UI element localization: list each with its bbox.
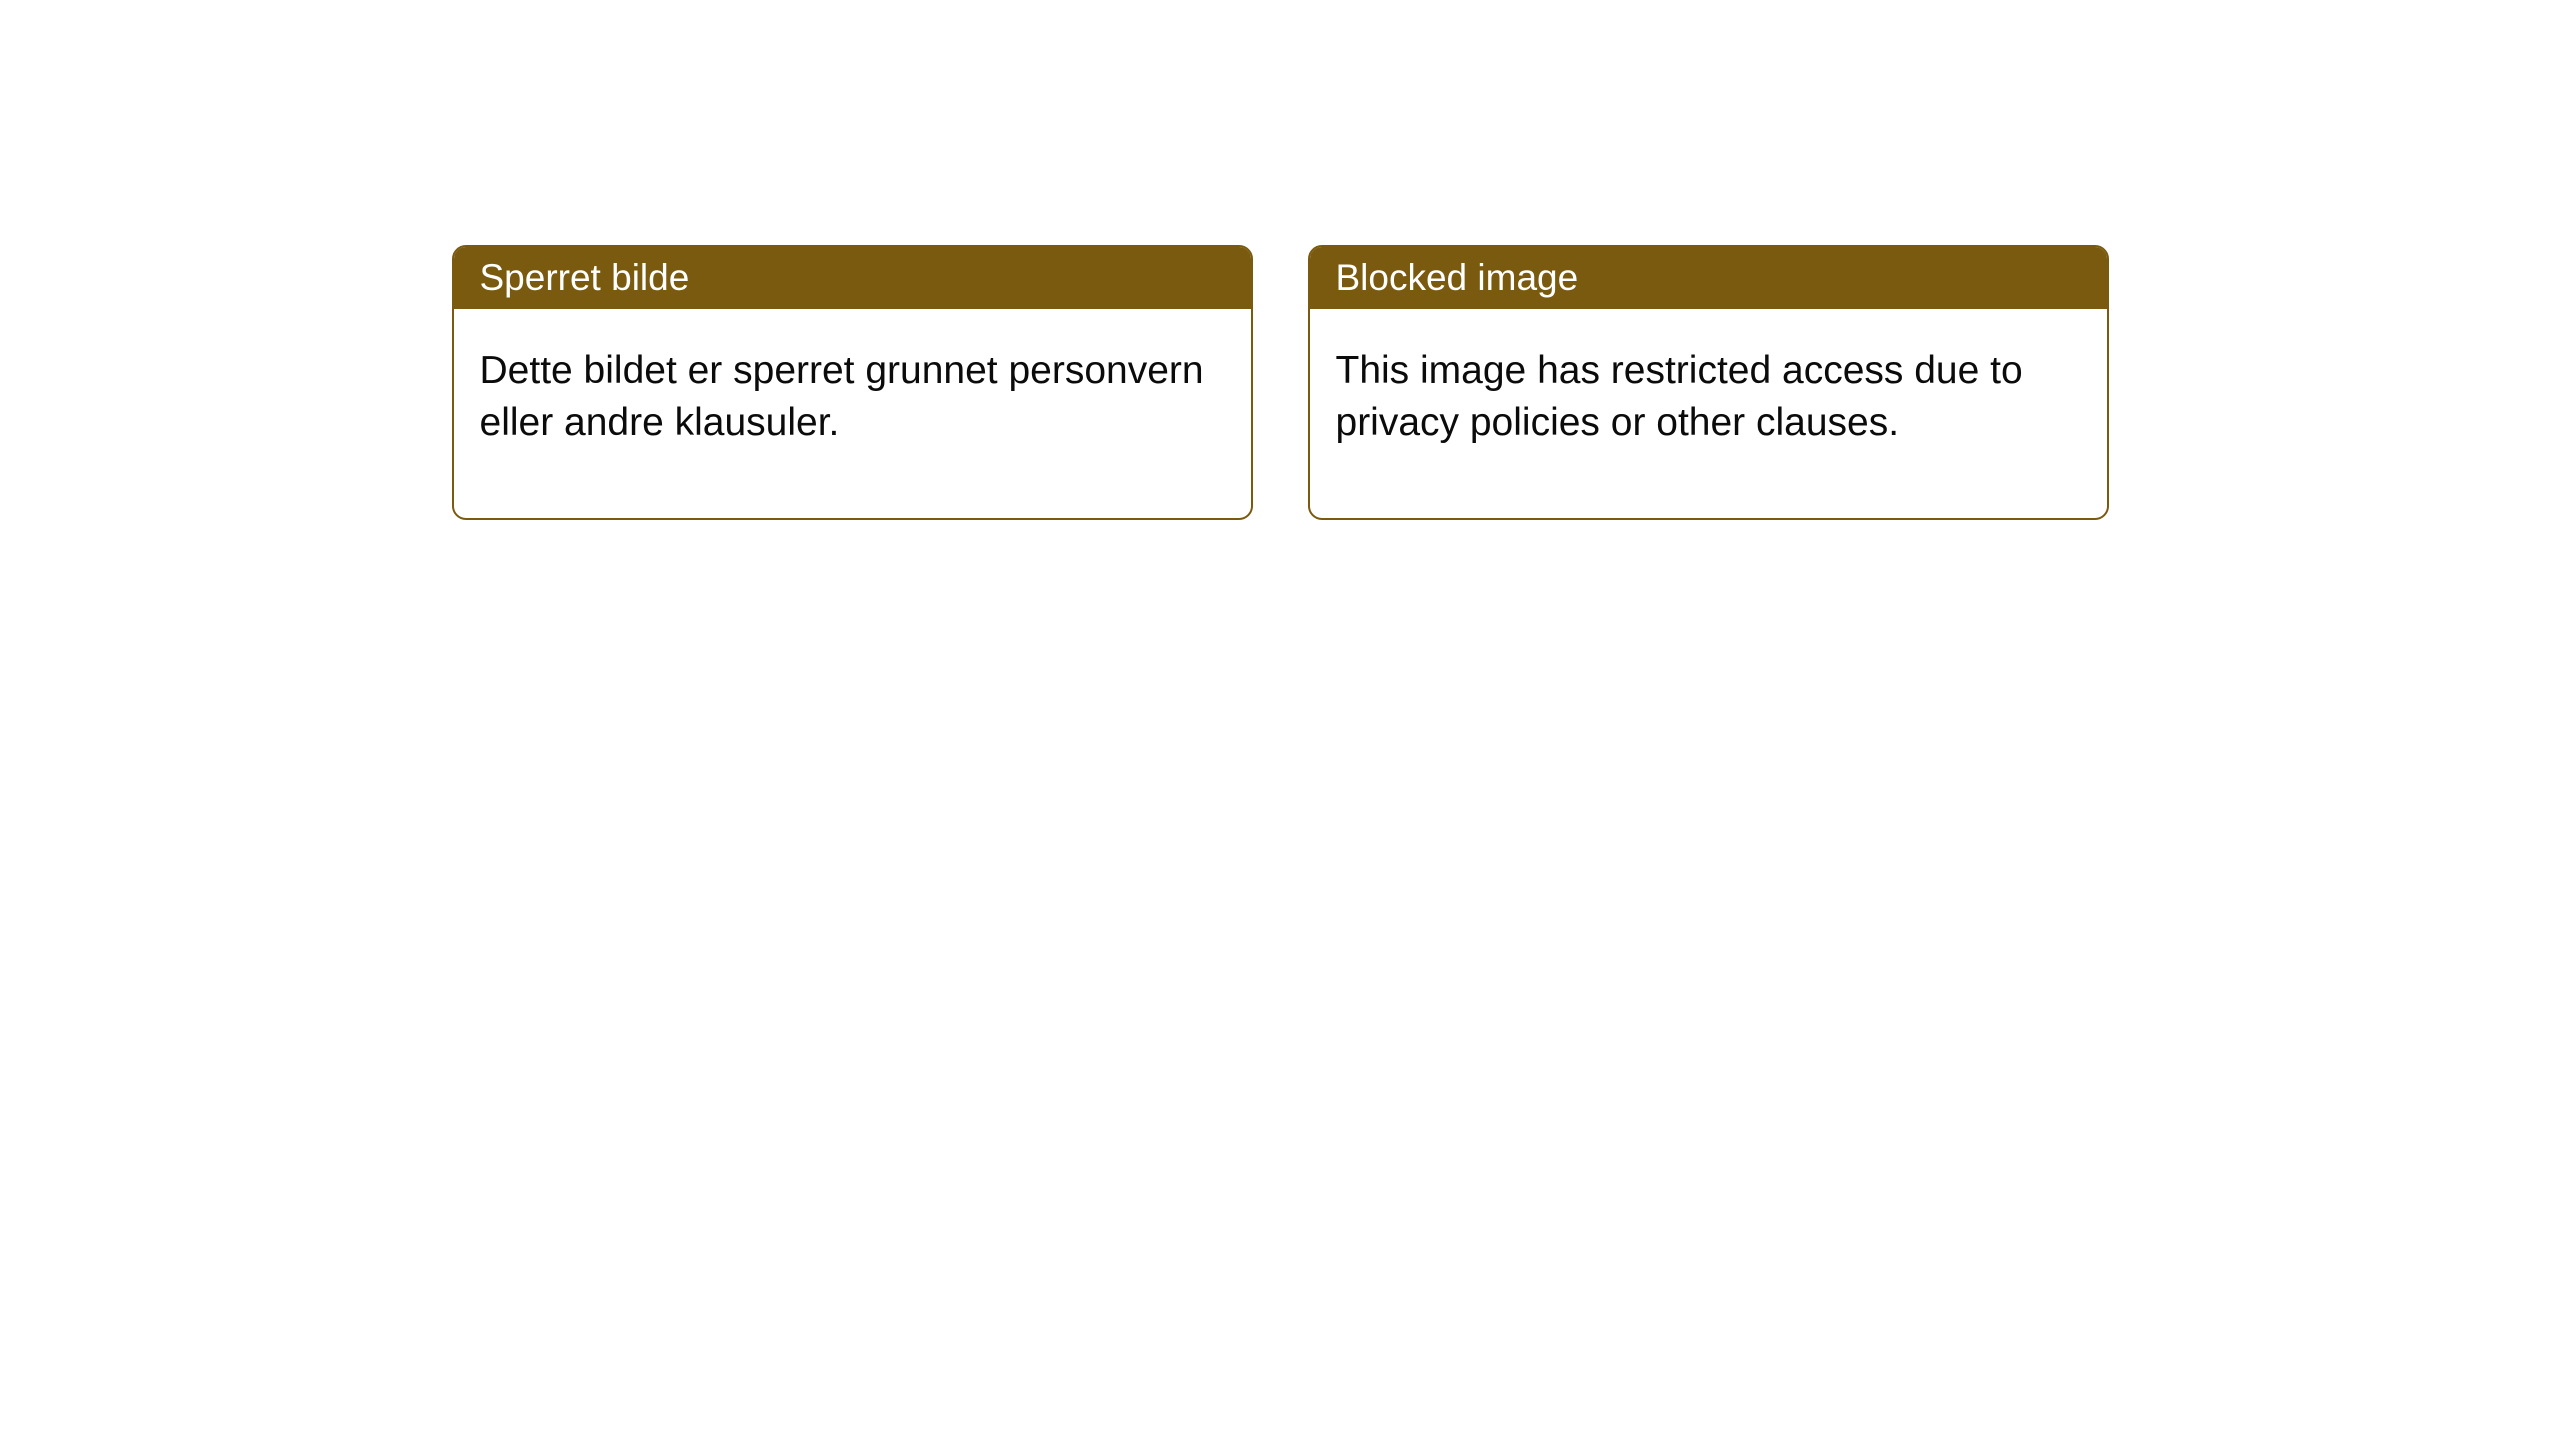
card-header-norwegian: Sperret bilde: [454, 247, 1251, 309]
card-body-english: This image has restricted access due to …: [1310, 309, 2107, 518]
blocked-image-card-norwegian: Sperret bilde Dette bildet er sperret gr…: [452, 245, 1253, 520]
card-body-norwegian: Dette bildet er sperret grunnet personve…: [454, 309, 1251, 518]
card-header-english: Blocked image: [1310, 247, 2107, 309]
notice-cards-row: Sperret bilde Dette bildet er sperret gr…: [452, 245, 2109, 520]
blocked-image-card-english: Blocked image This image has restricted …: [1308, 245, 2109, 520]
